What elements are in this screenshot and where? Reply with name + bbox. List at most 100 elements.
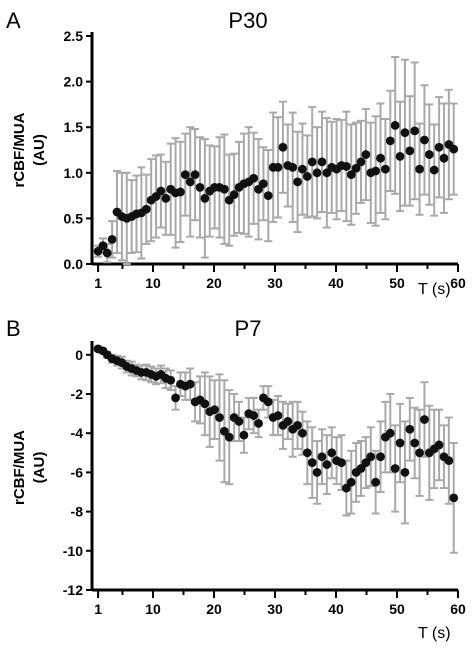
data-point bbox=[361, 150, 371, 159]
y-tick-label: -6 bbox=[71, 464, 84, 480]
data-point bbox=[405, 146, 415, 156]
x-tick-label: 50 bbox=[389, 601, 405, 617]
data-point bbox=[449, 144, 459, 154]
data-point bbox=[161, 193, 171, 203]
data-point bbox=[302, 172, 312, 181]
data-point bbox=[219, 426, 229, 436]
data-point bbox=[327, 448, 337, 458]
data-point bbox=[185, 177, 195, 187]
data-point bbox=[195, 182, 205, 192]
data-point bbox=[176, 187, 185, 197]
data-point bbox=[298, 428, 307, 438]
y-axis-title: rCBF/MUA bbox=[11, 430, 28, 505]
data-point bbox=[288, 162, 298, 172]
data-point bbox=[298, 164, 307, 174]
data-point bbox=[400, 128, 410, 138]
y-tick-label: -2 bbox=[71, 386, 84, 402]
data-point bbox=[376, 153, 385, 163]
data-point bbox=[337, 458, 346, 467]
data-point bbox=[385, 136, 395, 146]
data-point bbox=[302, 448, 312, 458]
data-point bbox=[434, 142, 444, 152]
data-point bbox=[317, 157, 327, 167]
data-point bbox=[141, 204, 151, 214]
data-point bbox=[307, 157, 317, 167]
data-point bbox=[449, 493, 459, 503]
data-point bbox=[376, 452, 385, 462]
data-point bbox=[107, 234, 117, 244]
y-tick-label: 1.5 bbox=[64, 119, 84, 135]
data-point bbox=[98, 241, 108, 251]
y-tick-label: 0.0 bbox=[64, 256, 84, 272]
data-point bbox=[166, 375, 176, 385]
data-point bbox=[444, 456, 454, 466]
data-point bbox=[180, 170, 190, 180]
x-tick-label: 10 bbox=[145, 275, 161, 291]
data-point bbox=[410, 126, 420, 136]
data-point bbox=[312, 468, 322, 477]
data-point bbox=[312, 168, 322, 178]
data-point bbox=[410, 438, 420, 448]
data-point bbox=[185, 379, 195, 389]
data-point bbox=[434, 440, 444, 450]
data-point bbox=[263, 191, 273, 201]
data-point bbox=[283, 417, 293, 426]
data-point bbox=[254, 419, 263, 428]
x-tick-label: 40 bbox=[328, 275, 344, 291]
x-tick-label: 10 bbox=[145, 601, 161, 617]
data-point bbox=[429, 165, 439, 175]
data-point bbox=[395, 151, 405, 161]
x-tick-label: 20 bbox=[206, 601, 222, 617]
data-point bbox=[273, 162, 283, 172]
data-point bbox=[405, 424, 415, 434]
y-tick-label: -10 bbox=[63, 543, 83, 559]
x-tick-label: 50 bbox=[389, 275, 405, 291]
data-point bbox=[293, 420, 302, 430]
data-point bbox=[229, 190, 239, 200]
data-point bbox=[366, 452, 376, 462]
x-axis-title: T (s) bbox=[418, 281, 451, 298]
data-point bbox=[239, 430, 249, 440]
data-point bbox=[390, 120, 400, 130]
data-point bbox=[200, 193, 210, 203]
data-point bbox=[102, 248, 112, 258]
data-point bbox=[371, 477, 381, 487]
data-point bbox=[361, 458, 371, 467]
x-tick-label: 40 bbox=[328, 601, 344, 617]
data-point bbox=[395, 438, 405, 448]
data-point bbox=[307, 458, 317, 467]
data-point bbox=[385, 428, 395, 438]
data-point bbox=[420, 415, 429, 424]
data-point bbox=[317, 452, 327, 462]
data-point bbox=[341, 162, 351, 171]
data-point bbox=[322, 460, 332, 469]
y-axis-unit: (AU) bbox=[31, 452, 48, 484]
data-point bbox=[390, 464, 400, 473]
y-tick-label: 2.5 bbox=[64, 28, 84, 44]
y-tick-label: -12 bbox=[63, 582, 83, 598]
chart-title: P7 bbox=[235, 316, 262, 341]
data-point bbox=[351, 163, 361, 173]
data-point bbox=[415, 164, 424, 174]
x-tick-label: 1 bbox=[94, 601, 102, 617]
data-point bbox=[415, 448, 424, 458]
panel-letter: B bbox=[6, 316, 21, 341]
data-point bbox=[371, 166, 381, 176]
data-point bbox=[381, 164, 390, 174]
data-point bbox=[200, 399, 210, 409]
data-point bbox=[356, 157, 366, 167]
x-tick-label: 1 bbox=[94, 275, 102, 291]
data-point bbox=[224, 432, 234, 442]
data-point bbox=[156, 186, 166, 196]
data-point bbox=[424, 150, 434, 159]
y-tick-label: 0 bbox=[75, 347, 83, 363]
data-point bbox=[210, 405, 220, 415]
y-tick-label: 1.0 bbox=[64, 165, 84, 181]
x-tick-label: 60 bbox=[450, 275, 466, 291]
y-tick-label: 2.0 bbox=[64, 74, 84, 90]
data-point bbox=[190, 170, 200, 180]
data-point bbox=[439, 153, 449, 163]
data-point bbox=[293, 177, 302, 187]
y-tick-label: -4 bbox=[71, 425, 84, 441]
data-point bbox=[346, 477, 356, 487]
